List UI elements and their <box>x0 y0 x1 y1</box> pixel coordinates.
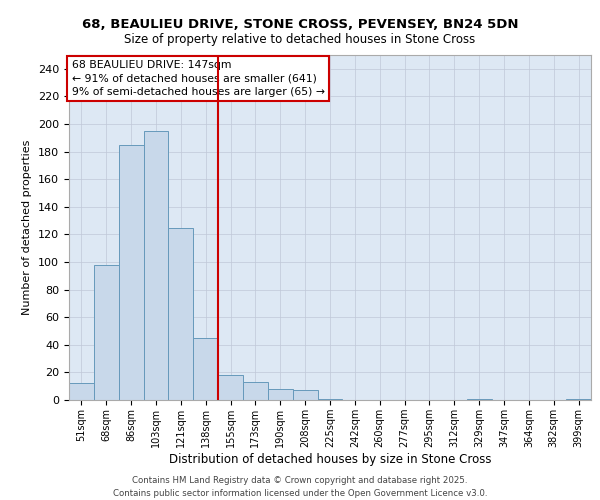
Bar <box>169 228 193 400</box>
X-axis label: Distribution of detached houses by size in Stone Cross: Distribution of detached houses by size … <box>169 452 491 466</box>
Bar <box>143 131 169 400</box>
Bar <box>69 384 94 400</box>
Bar <box>193 338 218 400</box>
Bar <box>566 398 591 400</box>
Text: 68, BEAULIEU DRIVE, STONE CROSS, PEVENSEY, BN24 5DN: 68, BEAULIEU DRIVE, STONE CROSS, PEVENSE… <box>82 18 518 30</box>
Bar <box>243 382 268 400</box>
Bar <box>268 389 293 400</box>
Bar <box>467 398 491 400</box>
Y-axis label: Number of detached properties: Number of detached properties <box>22 140 32 315</box>
Text: 68 BEAULIEU DRIVE: 147sqm
← 91% of detached houses are smaller (641)
9% of semi-: 68 BEAULIEU DRIVE: 147sqm ← 91% of detac… <box>71 60 325 96</box>
Bar <box>218 375 243 400</box>
Bar <box>293 390 317 400</box>
Bar <box>317 398 343 400</box>
Text: Size of property relative to detached houses in Stone Cross: Size of property relative to detached ho… <box>124 34 476 46</box>
Bar <box>119 144 143 400</box>
Bar <box>94 265 119 400</box>
Text: Contains HM Land Registry data © Crown copyright and database right 2025.
Contai: Contains HM Land Registry data © Crown c… <box>113 476 487 498</box>
